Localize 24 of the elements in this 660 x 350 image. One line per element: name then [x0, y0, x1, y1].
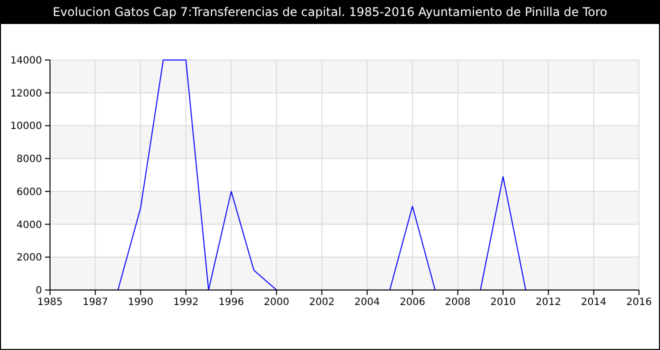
- x-tick-label: 1992: [173, 297, 199, 308]
- chart-title: Evolucion Gatos Cap 7:Transferencias de capital. 1985-2016 Ayuntamiento de Pinilla de Toro: [52, 5, 608, 19]
- y-tick-label: 10000: [10, 121, 42, 132]
- y-tick-label: 8000: [16, 154, 42, 166]
- x-tick-label: 2000: [264, 297, 290, 308]
- y-tick-label: 2000: [16, 252, 42, 264]
- x-tick-label: 2014: [580, 297, 606, 308]
- x-tick-label: 2016: [626, 297, 652, 308]
- line-series: [117, 60, 526, 290]
- y-tick-label: 14000: [10, 56, 42, 66]
- x-tick-label: 2006: [400, 297, 426, 308]
- x-tick-label: 1996: [218, 297, 244, 308]
- x-tick-label: 2010: [490, 297, 516, 308]
- x-tick-label: 2008: [445, 297, 470, 308]
- x-tick-label: 1990: [128, 297, 154, 308]
- x-tick-label: 2002: [309, 297, 335, 308]
- y-tick-label: 6000: [16, 186, 42, 198]
- x-tick-label: 1985: [37, 297, 63, 308]
- y-tick-label: 12000: [10, 88, 42, 100]
- x-tick-label: 2012: [536, 297, 562, 308]
- x-tick-label: 1987: [82, 297, 108, 308]
- x-tick-label: 2004: [354, 297, 380, 308]
- y-tick-label: 0: [36, 286, 42, 296]
- y-tick-label: 4000: [16, 220, 42, 231]
